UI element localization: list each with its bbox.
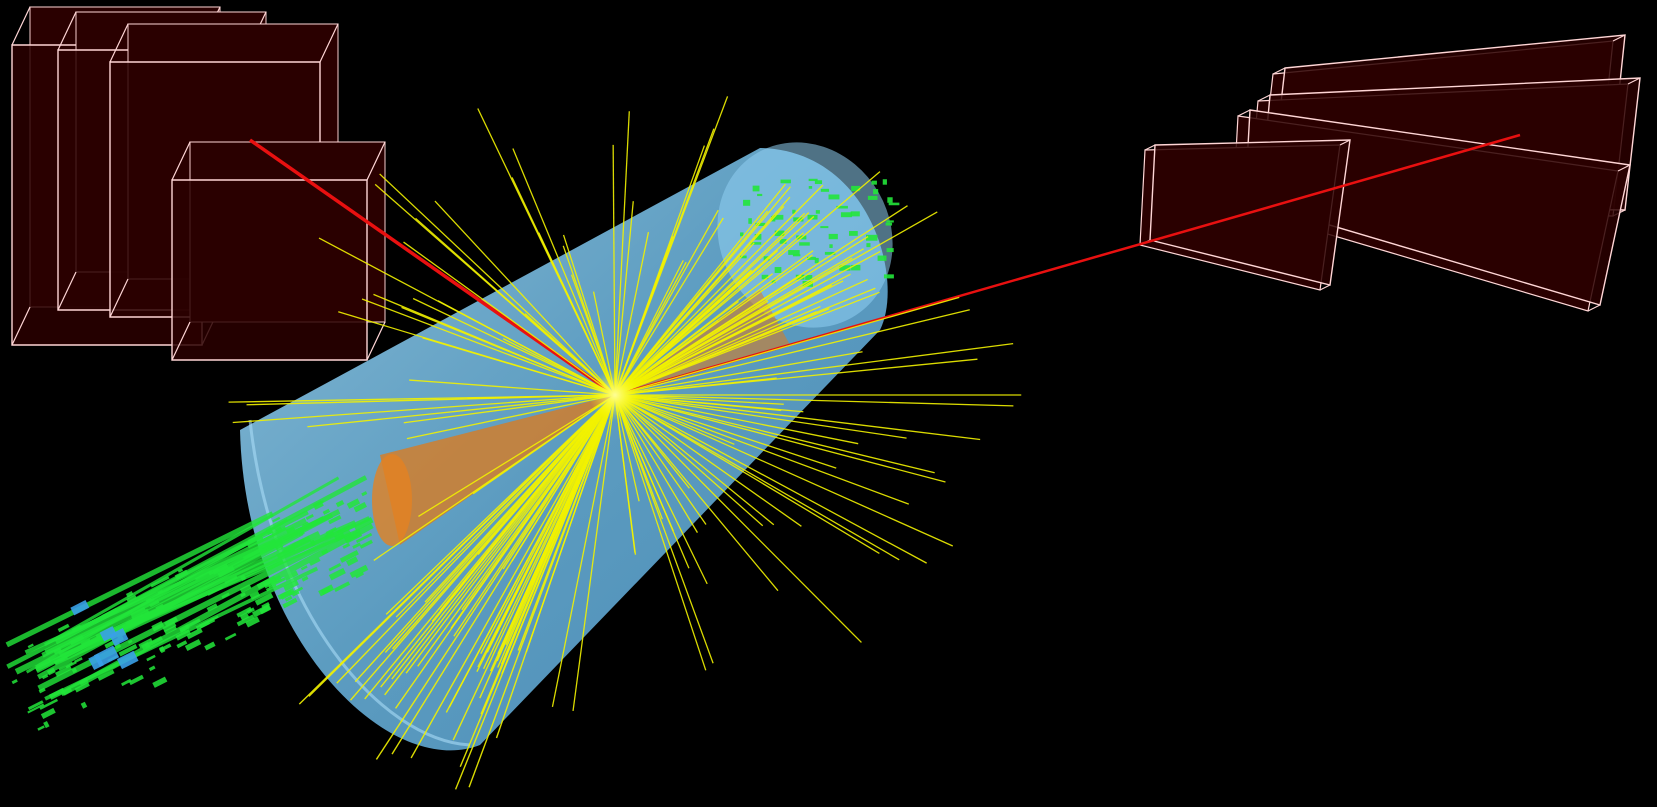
muon-chambers-left <box>11 6 386 361</box>
yellow-tracks <box>228 96 1022 790</box>
muon-chambers-right <box>1139 34 1641 312</box>
collision-vertex <box>589 369 641 421</box>
green-calorimeter-deposits <box>5 178 900 731</box>
